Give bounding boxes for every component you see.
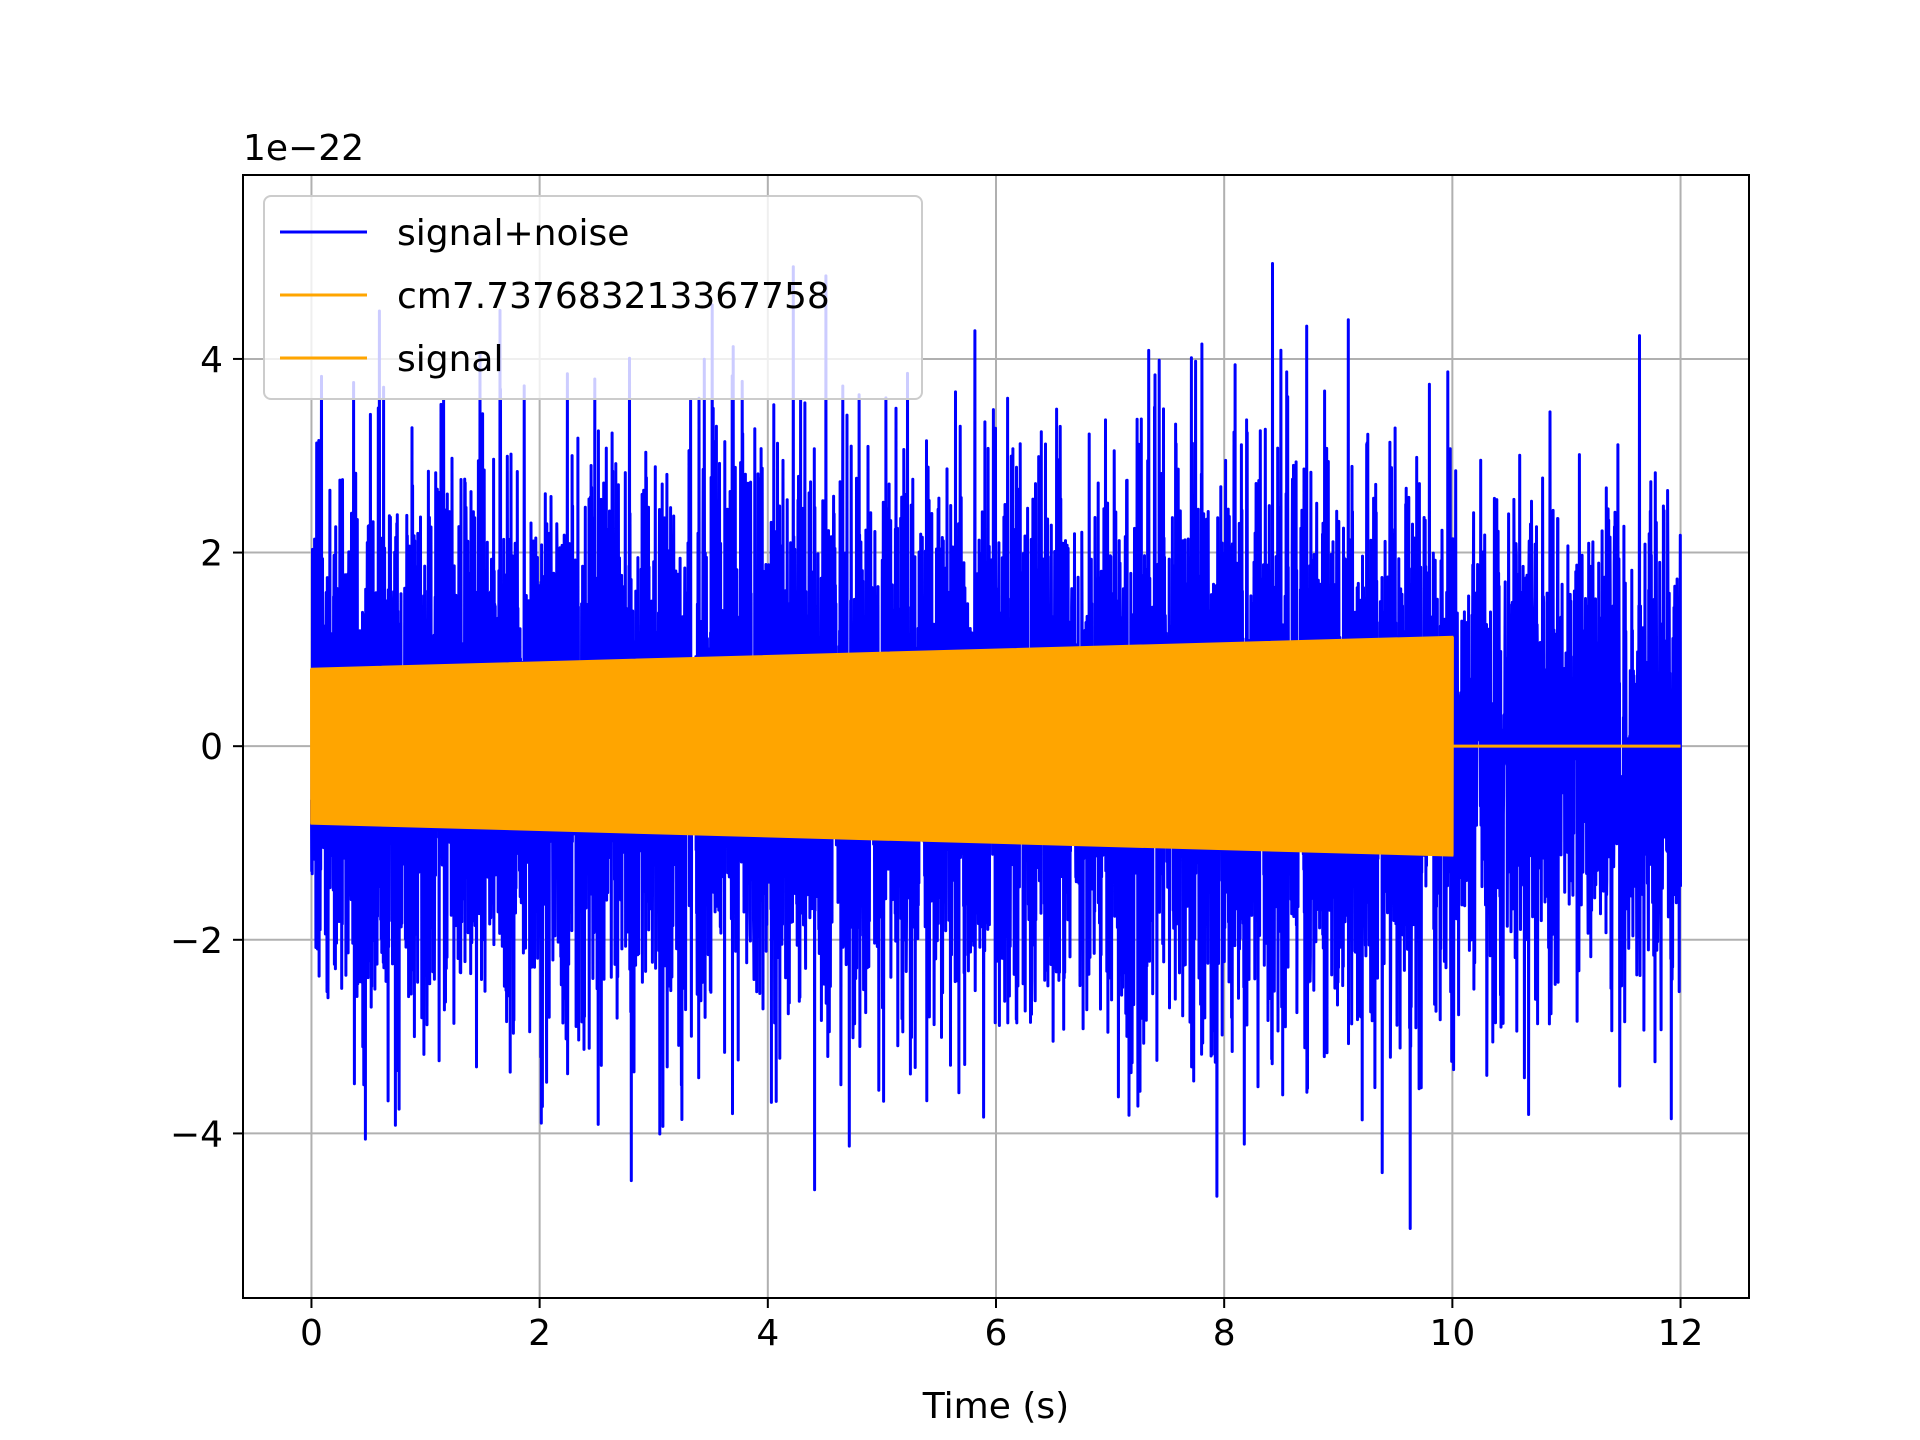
y-tick-label: −4 <box>170 1114 223 1155</box>
x-tick-label: 12 <box>1658 1313 1704 1354</box>
x-tick-label: 2 <box>528 1313 551 1354</box>
y-offset-label: 1e−22 <box>243 128 364 169</box>
legend-label: cm7.737683213367758 <box>397 276 830 317</box>
y-tick-label: 4 <box>200 340 223 381</box>
signal-envelope <box>310 635 1454 857</box>
y-tick-label: 2 <box>200 534 223 575</box>
plot-area <box>310 262 1682 1230</box>
x-axis: 0 2 4 6 8 10 12 <box>300 1298 1703 1354</box>
legend: signal+noise cm7.737683213367758 signal <box>263 195 923 400</box>
legend-box <box>263 195 923 400</box>
legend-label: signal+noise <box>397 213 629 254</box>
x-axis-label: Time (s) <box>922 1386 1069 1427</box>
y-tick-label: −2 <box>170 921 223 962</box>
y-axis: −4 −2 0 2 4 <box>170 340 243 1155</box>
x-tick-label: 6 <box>985 1313 1008 1354</box>
x-tick-label: 10 <box>1429 1313 1475 1354</box>
y-tick-label: 0 <box>200 727 223 768</box>
x-tick-label: 8 <box>1213 1313 1236 1354</box>
x-tick-label: 0 <box>300 1313 323 1354</box>
legend-label: signal <box>397 339 504 380</box>
series-signal <box>310 635 1681 857</box>
x-tick-label: 4 <box>756 1313 779 1354</box>
